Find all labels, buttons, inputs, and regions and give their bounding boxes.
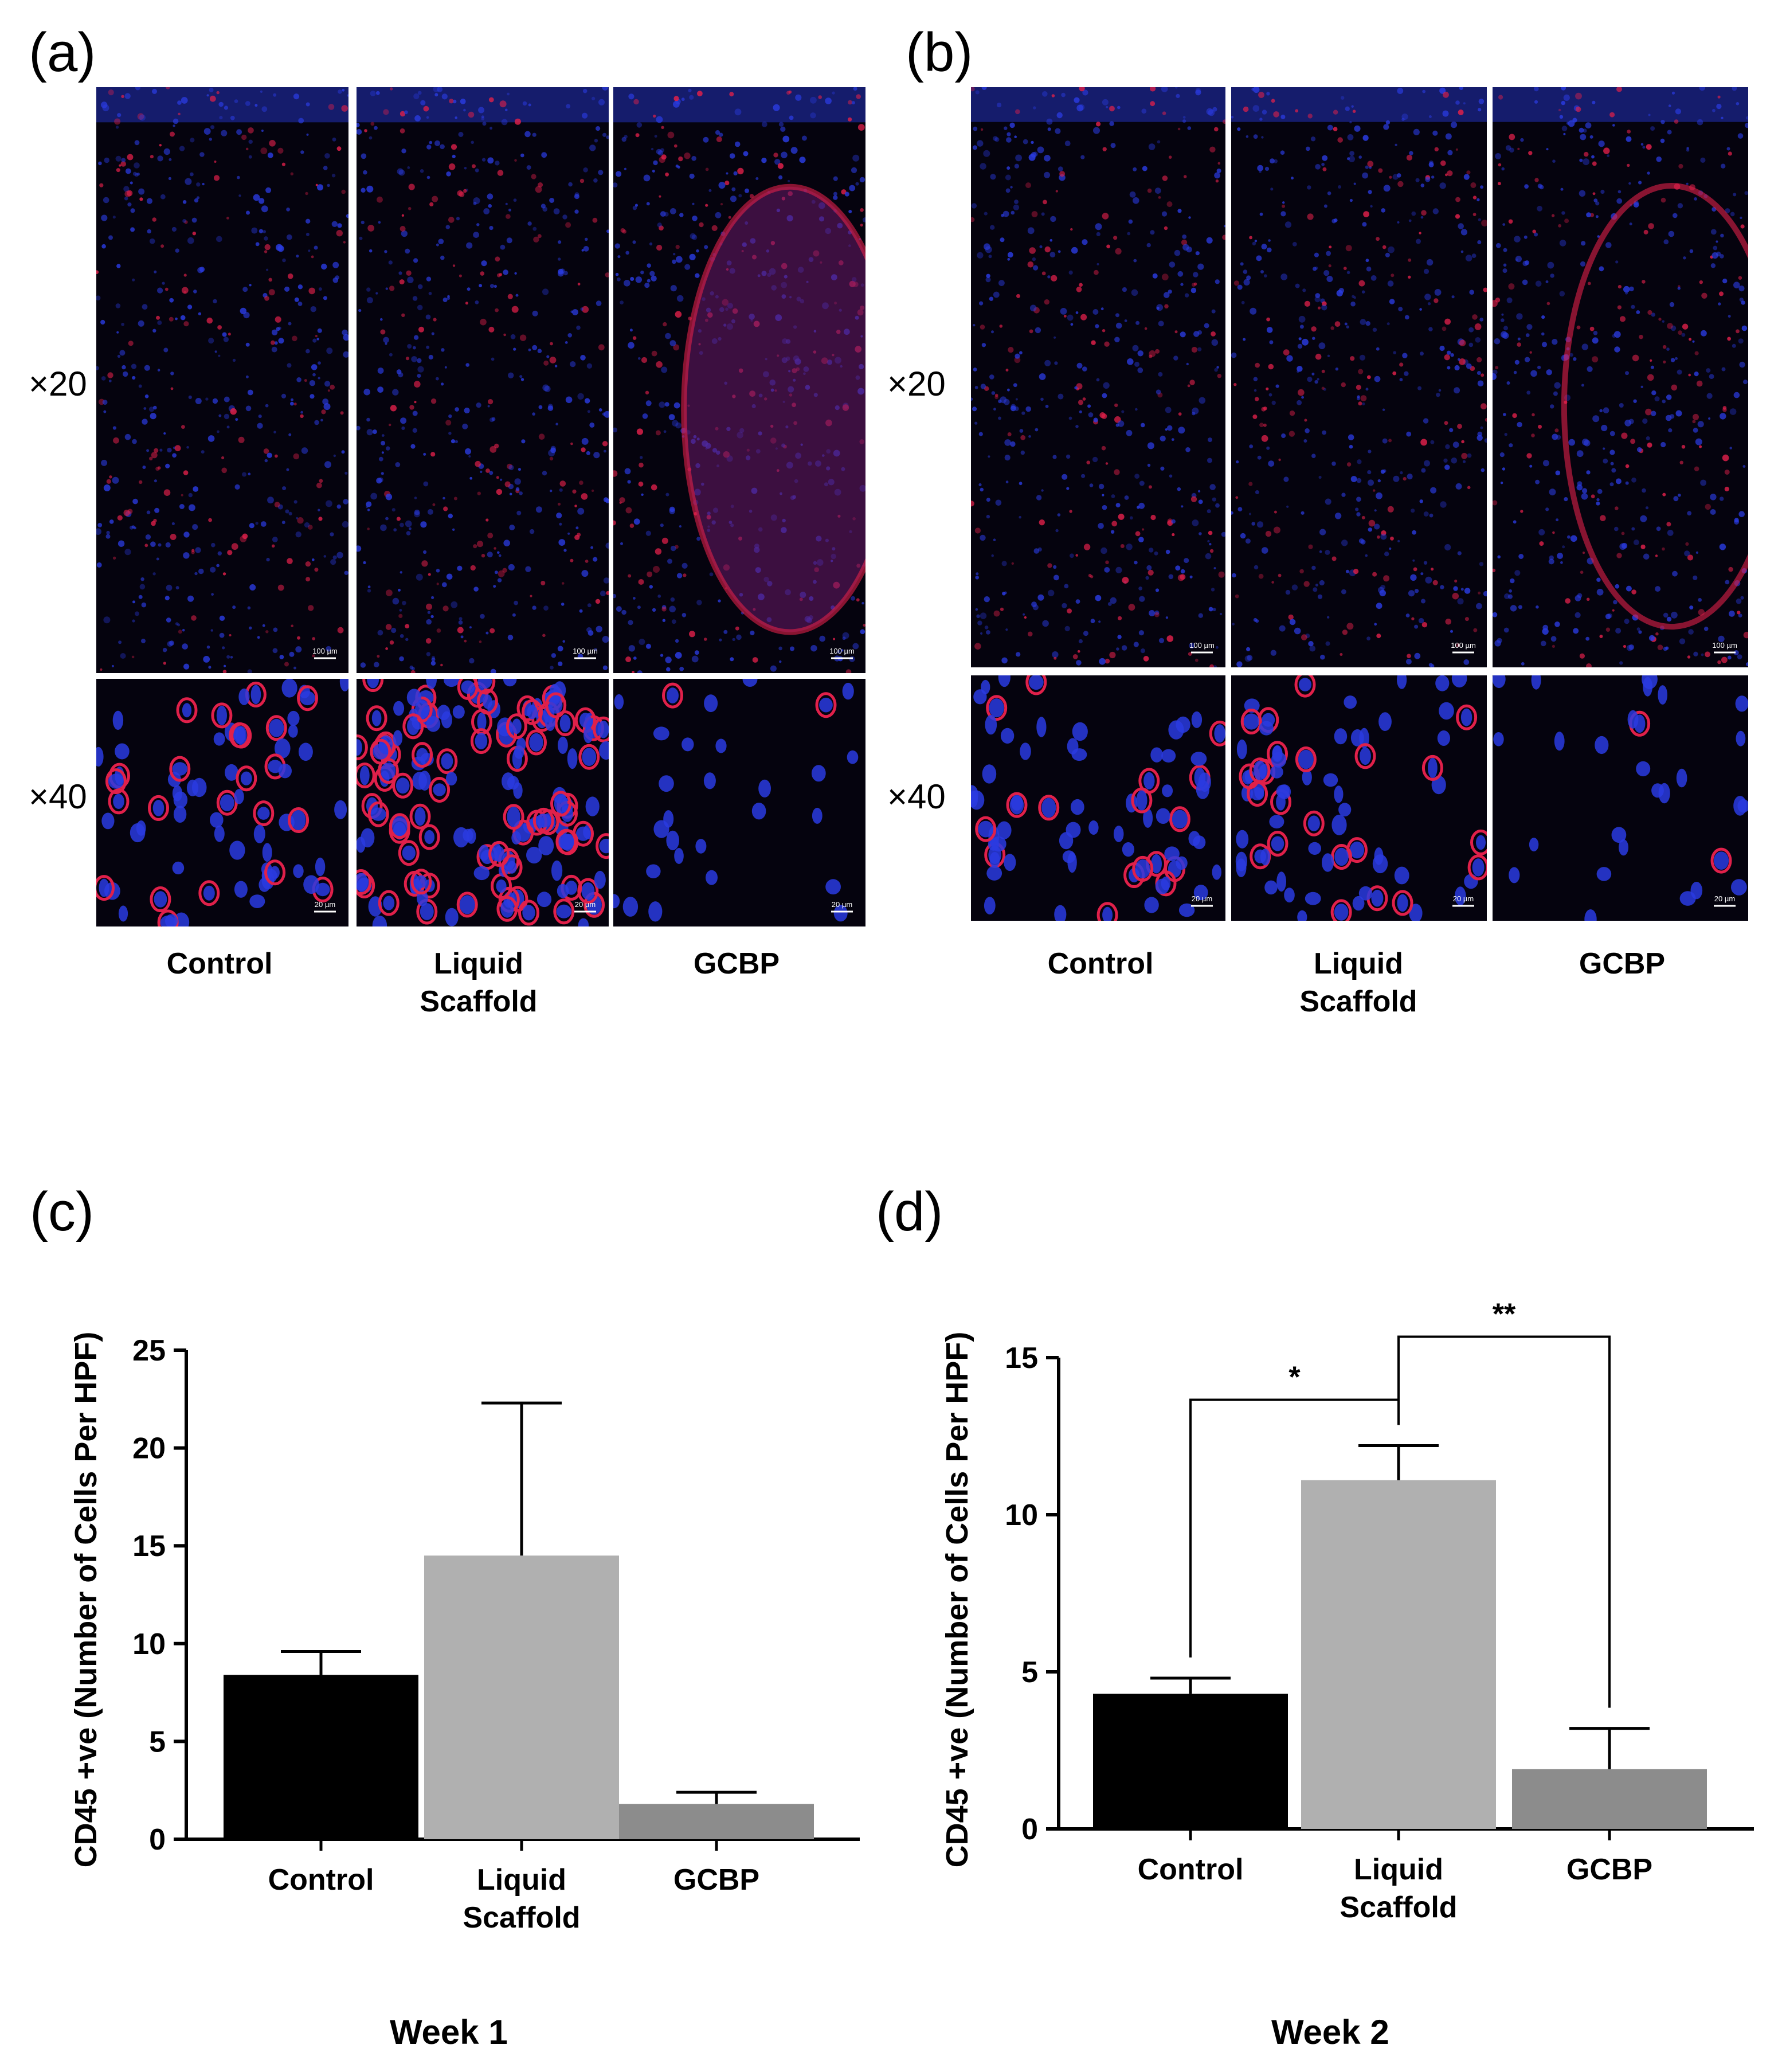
group-label-a-liquid-scaffold-text: Liquid Scaffold (420, 947, 538, 1018)
chart-2-significance-label-0: * (1288, 1361, 1301, 1394)
chart-2-significance-label-1: ** (1493, 1297, 1516, 1331)
micrograph-b-x40-gcbp: 20 µm (1493, 675, 1748, 921)
chart-title-week-1: Week 1 (390, 2013, 508, 2051)
micrograph-a-x40-gcbp: 20 µm (613, 679, 865, 926)
scalebar-label: 20 µm (1453, 894, 1474, 903)
chart-2-ytick-label: 10 (1005, 1499, 1038, 1532)
chart-1-ytick-label: 20 (132, 1432, 166, 1465)
group-label-a-gcbp: GCBP (693, 947, 780, 980)
micrograph-a-x20-liquid-scaffold: 100 µm (357, 87, 609, 673)
chart-2-ytick-label: 0 (1021, 1813, 1038, 1846)
scalebar-label: 20 µm (1192, 894, 1212, 903)
chart-2-ylabel: CD45 +ve (Number of Cells Per HPF) (940, 1332, 974, 1868)
chart-1-xtick-label-1: Scaffold (463, 1901, 580, 1934)
scalebar-label: 100 µm (829, 647, 855, 655)
panel-label-a: (a) (29, 22, 96, 83)
micrograph-a-x20-control: 100 µm (96, 87, 348, 673)
panel-label-d: (d) (876, 1181, 943, 1242)
chart-2-bar-0 (1093, 1694, 1288, 1829)
chart-1-xtick-label-2: GCBP (673, 1863, 759, 1897)
chart-2-significance-bracket-1 (1397, 1335, 1611, 1708)
micrograph-b-x40-liquid-scaffold: 20 µm (1231, 675, 1487, 921)
micrograph-a-x40-control: 20 µm (96, 679, 348, 926)
chart-2-xtick-label-1: Scaffold (1340, 1891, 1457, 1924)
micrograph-a-x40-liquid-scaffold: 20 µm (357, 679, 609, 926)
chart-1-ytick-label: 0 (149, 1823, 166, 1856)
group-label-b-liquid-scaffold-text: Liquid Scaffold (1299, 947, 1417, 1018)
chart-1-ytick-label: 5 (149, 1725, 166, 1758)
chart-1-bar-2 (619, 1804, 814, 1839)
magnification-label-x40-b: ×40 (887, 777, 946, 816)
scalebar-label: 20 µm (315, 900, 335, 909)
panel-label-b: (b) (906, 22, 973, 83)
panel-label-c: (c) (30, 1181, 94, 1242)
micrograph-a-x20-gcbp: 100 µm (613, 87, 865, 673)
micrograph-b-x40-control: 20 µm (971, 675, 1225, 921)
micrograph-b-x20-liquid-scaffold: 100 µm (1231, 87, 1487, 667)
chart-1-ytick-label: 15 (132, 1530, 166, 1563)
scalebar-label: 20 µm (1714, 894, 1735, 903)
scalebar-label: 20 µm (575, 900, 596, 909)
chart-1-xtick-label-1: Liquid (477, 1863, 566, 1897)
group-label-a-liquid-scaffold: Liquid Scaffold (355, 945, 602, 1021)
chart-2-xtick-label-2: GCBP (1566, 1853, 1652, 1886)
chart-2-xtick-label-1: Liquid (1354, 1853, 1443, 1886)
micrograph-b-x20-gcbp: 100 µm (1493, 87, 1748, 667)
scalebar-label: 100 µm (573, 647, 598, 655)
chart-2-ytick-label: 15 (1005, 1342, 1038, 1375)
scalebar-label: 100 µm (312, 647, 338, 655)
chart-title-week-2: Week 2 (1271, 2013, 1389, 2051)
group-label-b-gcbp: GCBP (1579, 947, 1666, 980)
chart-1-xtick-label-0: Control (268, 1863, 374, 1897)
chart-2-bar-1 (1301, 1480, 1496, 1829)
scalebar-label: 100 µm (1189, 641, 1215, 650)
group-label-a-control: Control (166, 947, 273, 980)
chart-1-bar-0 (224, 1675, 418, 1839)
scalebar-label: 100 µm (1451, 641, 1476, 650)
chart-2-bar-2 (1512, 1769, 1707, 1829)
chart-1-ytick-label: 25 (132, 1334, 166, 1367)
scalebar-label: 100 µm (1712, 641, 1737, 650)
magnification-label-x20-b: ×20 (887, 365, 946, 403)
scalebar-label: 20 µm (832, 900, 852, 909)
micrograph-b-x20-control: 100 µm (971, 87, 1225, 667)
chart-1-ylabel: CD45 +ve (Number of Cells Per HPF) (69, 1332, 103, 1868)
chart-1-bar-1 (424, 1555, 619, 1839)
group-label-b-control: Control (1047, 947, 1154, 980)
chart-1-ytick-label: 10 (132, 1628, 166, 1661)
chart-2-ytick-label: 5 (1021, 1656, 1038, 1689)
magnification-label-x40-a: ×40 (29, 777, 87, 816)
group-label-b-liquid-scaffold: Liquid Scaffold (1232, 945, 1485, 1021)
chart-2-xtick-label-0: Control (1138, 1853, 1244, 1886)
magnification-label-x20-a: ×20 (29, 365, 87, 403)
